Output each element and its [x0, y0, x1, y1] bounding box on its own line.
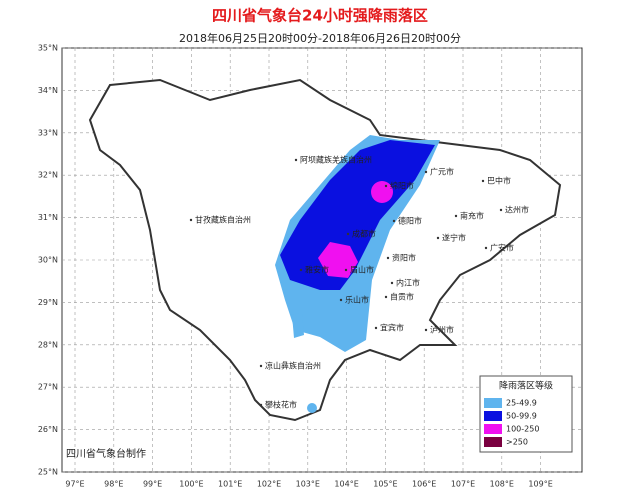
lat-label: 28°N — [38, 340, 58, 349]
city-dot — [424, 170, 428, 174]
city-dot — [344, 268, 348, 272]
lat-label: 29°N — [38, 298, 58, 307]
region-label: 南充市 — [460, 211, 484, 221]
city-dot — [299, 268, 303, 272]
region-label: 成都市 — [352, 229, 376, 239]
region-label: 泸州市 — [430, 325, 454, 335]
city-dot — [481, 179, 485, 183]
lon-label: 109°E — [528, 480, 552, 489]
lon-label: 108°E — [490, 480, 514, 489]
lon-label: 97°E — [65, 480, 84, 489]
lat-label: 35°N — [38, 44, 58, 53]
lon-label: 102°E — [257, 480, 281, 489]
city-dot — [294, 158, 298, 162]
city-dot — [436, 236, 440, 240]
region-label: 内江市 — [396, 278, 420, 288]
city-dot — [392, 219, 396, 223]
region-label: 眉山市 — [350, 265, 374, 275]
region-label: 雅安市 — [305, 265, 329, 275]
lat-label: 34°N — [38, 86, 58, 95]
subtitle: 2018年06月25日20时00分-2018年06月26日20时00分 — [179, 31, 461, 45]
city-dot — [259, 364, 263, 368]
lat-label: 31°N — [38, 213, 58, 222]
legend-swatch — [484, 424, 502, 434]
region-label: 宜宾市 — [380, 323, 404, 333]
region-label: 广安市 — [490, 243, 514, 253]
legend-label: 100-250 — [506, 425, 539, 434]
region-label: 阿坝藏族羌族自治州 — [300, 155, 372, 165]
region-label: 自贡市 — [390, 292, 414, 302]
city-dot — [346, 232, 350, 236]
city-dot — [454, 214, 458, 218]
region-label: 广元市 — [430, 167, 454, 177]
region-label: 凉山彝族自治州 — [265, 361, 321, 371]
lat-label: 25°N — [38, 468, 58, 477]
city-dot — [484, 246, 488, 250]
lon-label: 104°E — [334, 480, 358, 489]
lat-label: 30°N — [38, 256, 58, 265]
lon-label: 107°E — [451, 480, 475, 489]
city-dot — [374, 326, 378, 330]
city-dot — [189, 218, 193, 222]
legend-swatch — [484, 437, 502, 447]
city-dot — [386, 256, 390, 260]
region-label: 攀枝花市 — [265, 400, 297, 410]
legend-label: >250 — [506, 438, 528, 447]
region-label: 绵阳市 — [390, 181, 414, 191]
lon-label: 101°E — [218, 480, 242, 489]
city-dot — [424, 328, 428, 332]
legend-title: 降雨落区等级 — [499, 380, 553, 392]
lon-label: 103°E — [296, 480, 320, 489]
lon-label: 106°E — [412, 480, 436, 489]
lat-label: 26°N — [38, 425, 58, 434]
rain-area — [307, 403, 317, 413]
region-label: 遂宁市 — [442, 233, 466, 243]
lat-label: 27°N — [38, 383, 58, 392]
city-dot — [384, 295, 388, 299]
rain-area — [280, 140, 435, 290]
region-label: 达州市 — [505, 205, 529, 215]
legend-swatch — [484, 398, 502, 408]
lat-label: 33°N — [38, 128, 58, 137]
legend-label: 50-99.9 — [506, 412, 537, 421]
region-label: 巴中市 — [487, 176, 511, 186]
region-label: 甘孜藏族自治州 — [195, 215, 251, 225]
credit: 四川省气象台制作 — [66, 447, 146, 460]
city-dot — [259, 403, 263, 407]
rain-area — [371, 181, 393, 203]
region-label: 资阳市 — [392, 253, 416, 263]
lat-label: 32°N — [38, 171, 58, 180]
title: 四川省气象台24小时强降雨落区 — [212, 7, 428, 25]
lon-label: 98°E — [104, 480, 123, 489]
lon-label: 105°E — [373, 480, 397, 489]
lon-label: 100°E — [179, 480, 203, 489]
city-dot — [499, 208, 503, 212]
city-dot — [390, 281, 394, 285]
legend-swatch — [484, 411, 502, 421]
city-dot — [339, 298, 343, 302]
rain-area — [318, 242, 358, 278]
city-dot — [384, 184, 388, 188]
lon-label: 99°E — [143, 480, 162, 489]
rain-area — [292, 312, 304, 338]
region-label: 乐山市 — [345, 295, 369, 305]
region-label: 德阳市 — [398, 216, 422, 226]
legend-label: 25-49.9 — [506, 399, 537, 408]
